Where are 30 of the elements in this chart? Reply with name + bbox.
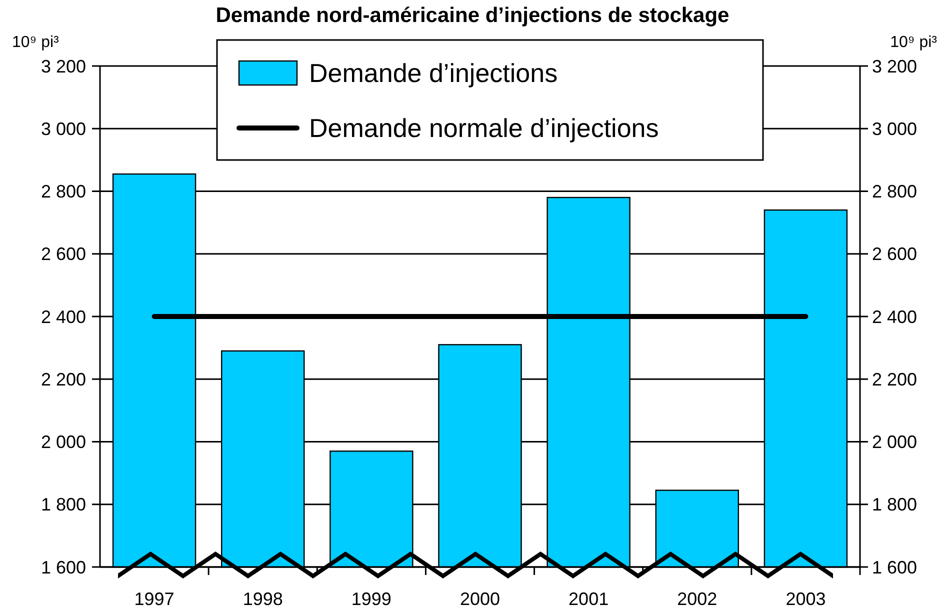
- y2-tick-label: 3 000: [872, 118, 918, 139]
- y2-tick-label: 2 800: [872, 182, 918, 202]
- y-tick-label: 3 200: [40, 56, 86, 76]
- y2-tick-label: 2 000: [872, 432, 918, 452]
- x-tick-label: 1997: [134, 589, 174, 609]
- y-tick-label: 2 600: [40, 244, 86, 264]
- legend-label: Demande normale d’injections: [309, 113, 659, 144]
- y-tick-label: 2 000: [40, 432, 86, 452]
- x-tick-label: 2001: [568, 589, 609, 609]
- x-tick-label: 2003: [786, 589, 826, 609]
- legend-label: Demande d’injections: [309, 58, 558, 88]
- x-tick-label: 2000: [460, 589, 500, 609]
- y-tick-label: 1 600: [40, 557, 86, 578]
- y2-tick-label: 2 600: [872, 244, 918, 264]
- y-tick-label: 2 200: [40, 369, 86, 390]
- y2-tick-label: 1 600: [872, 557, 918, 578]
- y2-tick-label: 3 200: [872, 56, 918, 76]
- y-tick-label: 2 800: [40, 182, 86, 202]
- y-axis-title: 10⁹ pi³: [12, 34, 60, 51]
- y2-tick-label: 2 400: [872, 306, 918, 327]
- y2-axis-title: 10⁹ pi³: [890, 34, 938, 51]
- chart-title: Demande nord-américaine d’injections de stockage: [216, 4, 730, 27]
- x-tick-label: 2002: [677, 589, 718, 609]
- x-tick-label: 1998: [242, 589, 283, 609]
- y-tick-label: 3 000: [40, 118, 86, 139]
- y-tick-label: 2 400: [40, 306, 86, 327]
- y2-tick-label: 2 200: [872, 369, 918, 390]
- y2-tick-label: 1 800: [872, 494, 918, 515]
- y-tick-label: 1 800: [40, 494, 86, 515]
- x-tick-label: 1999: [351, 589, 392, 609]
